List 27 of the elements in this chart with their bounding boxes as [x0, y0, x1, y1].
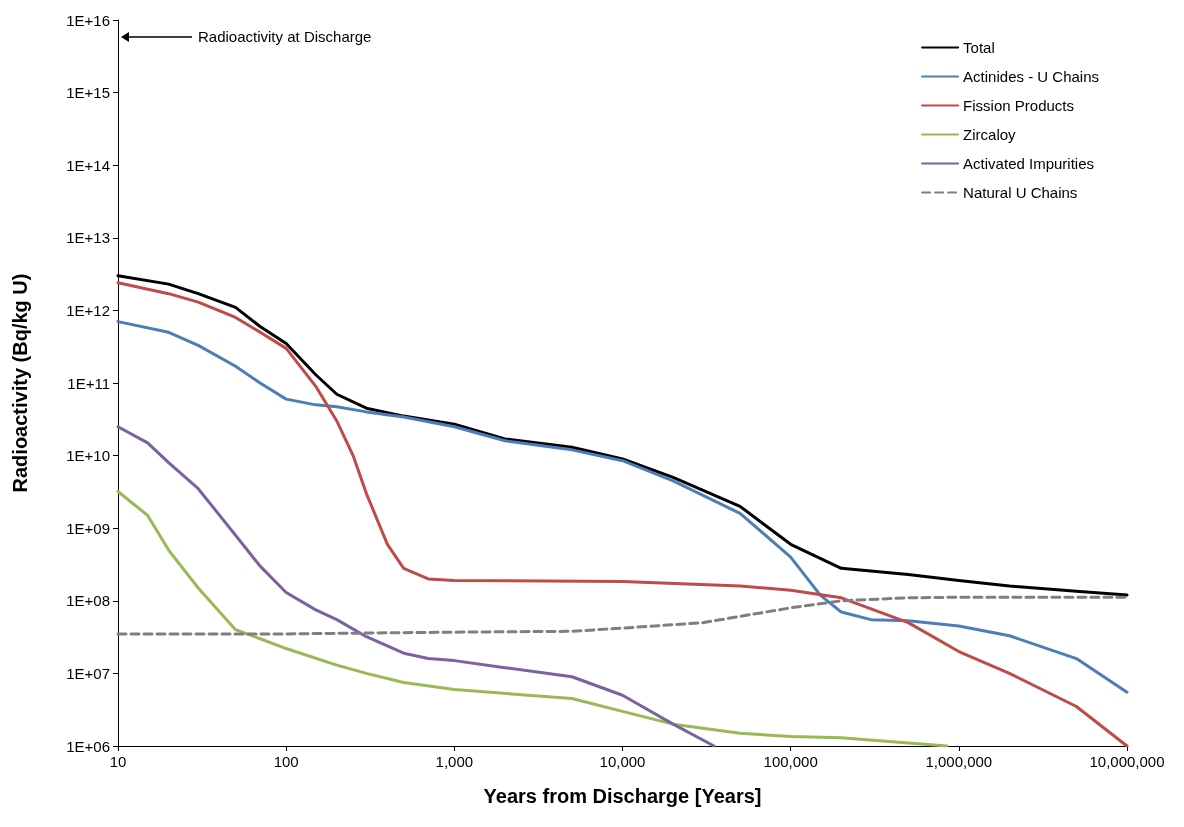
legend-label: Activated Impurities: [963, 155, 1094, 172]
y-tick-label: 1E+15: [66, 84, 110, 102]
x-tick-label: 10,000: [599, 753, 646, 770]
y-tick-label: 1E+11: [67, 374, 110, 392]
legend-label: Total: [963, 39, 995, 56]
x-tick-label: 1,000,000: [925, 753, 993, 770]
y-axis-title: Radioactivity (Bq/kg U): [9, 273, 31, 493]
x-tick-label: 100,000: [763, 753, 818, 770]
x-tick-label: 100: [273, 753, 299, 770]
y-tick-label: 1E+12: [66, 301, 110, 319]
x-tick-label: 1,000: [435, 753, 474, 770]
annotation: Radioactivity at Discharge: [198, 28, 372, 45]
y-tick-label: 1E+14: [66, 156, 110, 174]
legend-label: Zircaloy: [963, 126, 1017, 143]
y-tick-label: 1E+10: [66, 447, 110, 465]
y-tick-label: 1E+08: [66, 592, 110, 610]
y-tick-label: 1E+07: [66, 664, 110, 682]
y-tick-label: 1E+06: [66, 737, 110, 755]
x-axis-title: Years from Discharge [Years]: [483, 785, 762, 807]
legend-label: Fission Products: [963, 97, 1074, 114]
y-tick-label: 1E+16: [66, 11, 110, 29]
y-tick-label: 1E+13: [66, 229, 110, 247]
legend-label: Natural U Chains: [963, 184, 1078, 201]
y-tick-label: 1E+09: [66, 519, 110, 537]
x-tick-label: 10,000,000: [1089, 753, 1165, 770]
legend-label: Actinides - U Chains: [963, 68, 1099, 85]
x-tick-label: 10: [109, 753, 127, 770]
